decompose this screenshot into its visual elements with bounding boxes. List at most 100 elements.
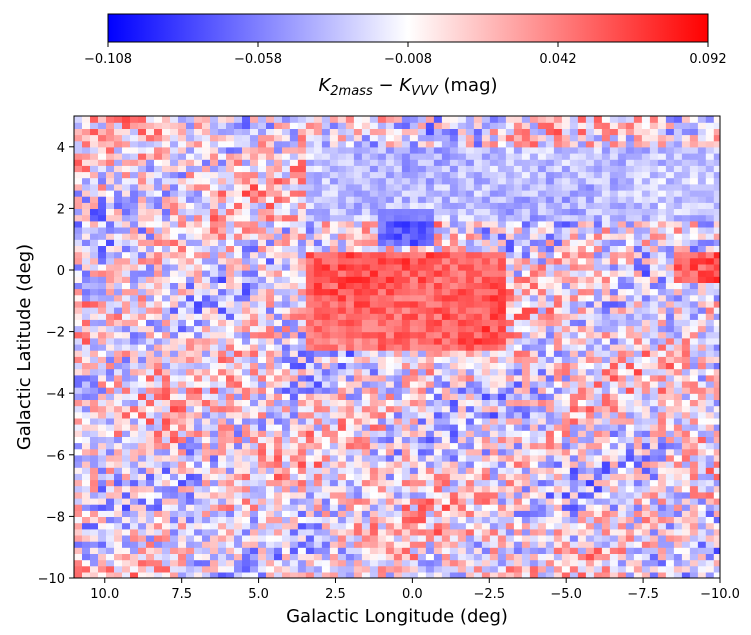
heatmap-cell	[218, 208, 227, 216]
heatmap-cell	[593, 442, 603, 450]
heatmap-cell	[226, 226, 235, 234]
heatmap-cell	[274, 380, 283, 388]
heatmap-cell	[409, 387, 419, 394]
heatmap-cell	[505, 270, 515, 277]
heatmap-cell	[673, 565, 683, 573]
heatmap-cell	[473, 534, 483, 542]
heatmap-cell	[713, 528, 720, 536]
heatmap-cell	[505, 534, 515, 542]
heatmap-cell	[218, 485, 227, 493]
heatmap-cell	[537, 220, 547, 228]
heatmap-cell	[178, 522, 187, 530]
heatmap-cell	[297, 387, 307, 394]
heatmap-cell	[361, 559, 371, 567]
heatmap-cell	[114, 547, 123, 554]
heatmap-cell	[90, 337, 99, 345]
heatmap-cell	[250, 424, 259, 431]
heatmap-cell	[122, 534, 131, 542]
heatmap-cell	[266, 196, 275, 203]
heatmap-cell	[473, 553, 483, 561]
heatmap-cell	[353, 226, 363, 234]
heatmap-cell	[194, 454, 203, 462]
heatmap-cell	[90, 522, 99, 530]
heatmap-cell	[585, 270, 595, 277]
heatmap-cell	[713, 411, 720, 419]
heatmap-cell	[425, 350, 435, 357]
heatmap-cell	[313, 214, 323, 222]
heatmap-cell	[513, 485, 523, 493]
heatmap-cell	[401, 516, 411, 524]
heatmap-cell	[353, 436, 363, 444]
heatmap-cell	[681, 300, 691, 308]
heatmap-cell	[417, 430, 427, 437]
heatmap-cell	[553, 239, 563, 246]
heatmap-cell	[226, 245, 235, 253]
heatmap-cell	[609, 325, 619, 333]
heatmap-cell	[713, 510, 720, 517]
heatmap-cell	[162, 233, 171, 240]
heatmap-cell	[433, 417, 443, 425]
heatmap-cell	[497, 300, 507, 308]
heatmap-cell	[218, 214, 227, 222]
heatmap-cell	[497, 565, 507, 573]
heatmap-cell	[649, 233, 659, 240]
heatmap-cell	[226, 282, 235, 290]
heatmap-cell	[345, 374, 355, 382]
heatmap-cell	[553, 553, 563, 561]
heatmap-cell	[625, 424, 635, 431]
heatmap-cell	[481, 220, 491, 228]
heatmap-cell	[545, 411, 555, 419]
heatmap-cell	[218, 374, 227, 382]
heatmap-cell	[553, 208, 563, 216]
heatmap-cell	[377, 467, 387, 474]
heatmap-cell	[665, 294, 675, 302]
heatmap-cell	[313, 516, 323, 524]
heatmap-cell	[210, 393, 219, 400]
heatmap-cell	[114, 405, 123, 413]
heatmap-cell	[681, 380, 691, 388]
heatmap-cell	[361, 430, 371, 437]
heatmap-cell	[545, 202, 555, 209]
heatmap-cell	[186, 214, 195, 222]
heatmap-cell	[289, 461, 299, 468]
heatmap-cell	[98, 393, 107, 400]
heatmap-cell	[369, 528, 379, 536]
heatmap-cell	[170, 399, 179, 407]
heatmap-cell	[409, 442, 419, 450]
heatmap-cell	[345, 313, 355, 320]
heatmap-cell	[513, 294, 523, 302]
heatmap-cell	[106, 516, 115, 524]
heatmap-cell	[138, 196, 147, 203]
heatmap-cell	[689, 430, 699, 437]
heatmap-cell	[433, 565, 443, 573]
heatmap-cell	[282, 214, 291, 222]
heatmap-cell	[513, 368, 523, 376]
heatmap-cell	[553, 497, 563, 505]
heatmap-cell	[329, 424, 339, 431]
heatmap-cell	[313, 461, 323, 468]
heatmap-cell	[282, 559, 291, 567]
heatmap-cell	[609, 473, 619, 481]
heatmap-cell	[417, 461, 427, 468]
heatmap-cell	[218, 467, 227, 474]
heatmap-cell	[601, 522, 611, 530]
heatmap-cell	[625, 374, 635, 382]
heatmap-cell	[258, 571, 267, 578]
heatmap-cell	[154, 541, 163, 548]
heatmap-cell	[274, 214, 283, 222]
heatmap-cell	[369, 547, 379, 554]
heatmap-cell	[649, 565, 659, 573]
colorbar-label-k2: K	[399, 75, 412, 96]
heatmap-cell	[90, 245, 99, 253]
heatmap-cell	[521, 214, 531, 222]
heatmap-cell	[617, 565, 627, 573]
heatmap-cell	[545, 522, 555, 530]
heatmap-cell	[665, 356, 675, 363]
heatmap-cell	[457, 436, 467, 444]
heatmap-cell	[234, 485, 243, 493]
heatmap-cell	[369, 350, 379, 357]
heatmap-cell	[210, 294, 219, 302]
heatmap-cell	[513, 270, 523, 277]
heatmap-cell	[321, 214, 331, 222]
heatmap-cell	[641, 239, 651, 246]
